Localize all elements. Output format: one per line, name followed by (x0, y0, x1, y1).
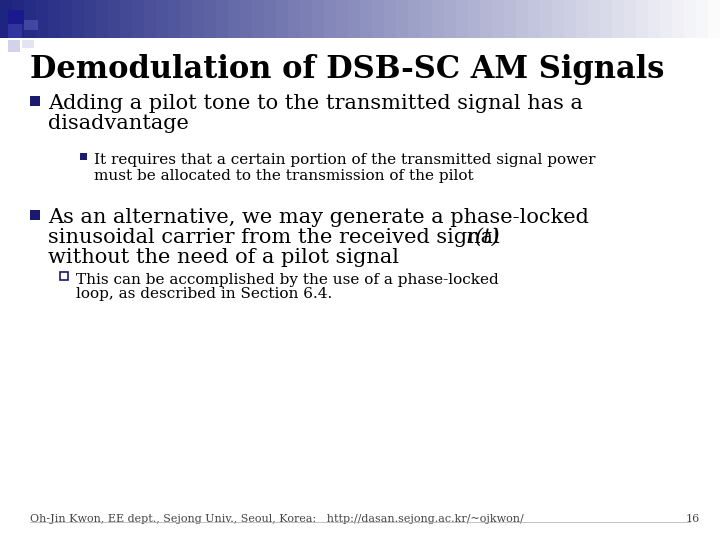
Bar (96, 0, 109, 38)
Bar (588, 0, 601, 38)
Bar (444, 0, 457, 38)
Text: This can be accomplished by the use of a phase-locked: This can be accomplished by the use of a… (76, 273, 499, 287)
Bar (324, 0, 337, 38)
Bar (276, 0, 289, 38)
Bar (312, 0, 325, 38)
Bar (396, 0, 409, 38)
Bar (192, 0, 205, 38)
Bar (528, 0, 541, 38)
Bar (708, 0, 720, 38)
Text: loop, as described in Section 6.4.: loop, as described in Section 6.4. (76, 287, 332, 301)
Bar (504, 0, 517, 38)
Bar (360, 0, 373, 38)
Bar (72, 0, 85, 38)
Bar (456, 0, 469, 38)
Bar (8, 10, 24, 24)
Bar (432, 0, 445, 38)
Bar (144, 0, 157, 38)
Bar (348, 0, 361, 38)
Bar (216, 0, 229, 38)
Bar (696, 0, 709, 38)
Bar (336, 0, 349, 38)
Bar (576, 0, 589, 38)
Bar (384, 0, 397, 38)
Bar (564, 0, 577, 38)
Bar (60, 272, 68, 280)
Text: sinusoidal carrier from the received signal: sinusoidal carrier from the received sig… (48, 228, 506, 247)
Bar (80, 153, 87, 160)
Bar (24, 0, 37, 38)
Text: As an alternative, we may generate a phase-locked: As an alternative, we may generate a pha… (48, 208, 589, 227)
Bar (168, 0, 181, 38)
Bar (30, 210, 40, 220)
Bar (684, 0, 697, 38)
Bar (240, 0, 253, 38)
Bar (8, 24, 22, 38)
Bar (540, 0, 553, 38)
Bar (468, 0, 481, 38)
Bar (264, 0, 277, 38)
Bar (288, 0, 301, 38)
Bar (120, 0, 133, 38)
Text: 16: 16 (685, 514, 700, 524)
Bar (108, 0, 121, 38)
Text: Demodulation of DSB-SC AM Signals: Demodulation of DSB-SC AM Signals (30, 54, 665, 85)
Bar (228, 0, 241, 38)
Bar (204, 0, 217, 38)
Bar (24, 20, 38, 30)
Bar (300, 0, 313, 38)
Bar (516, 0, 529, 38)
Bar (648, 0, 661, 38)
Bar (624, 0, 637, 38)
Bar (612, 0, 625, 38)
Bar (60, 0, 73, 38)
Bar (372, 0, 385, 38)
Text: disadvantage: disadvantage (48, 114, 189, 133)
Bar (84, 0, 97, 38)
Bar (480, 0, 493, 38)
Bar (36, 0, 49, 38)
Bar (600, 0, 613, 38)
Bar (156, 0, 169, 38)
Bar (636, 0, 649, 38)
Bar (672, 0, 685, 38)
Text: r(t): r(t) (466, 228, 500, 247)
Bar (420, 0, 433, 38)
Bar (22, 40, 34, 48)
Bar (252, 0, 265, 38)
Bar (0, 0, 13, 38)
Bar (408, 0, 421, 38)
Bar (552, 0, 565, 38)
Text: It requires that a certain portion of the transmitted signal power: It requires that a certain portion of th… (94, 153, 595, 167)
Bar (48, 0, 61, 38)
Text: Oh-Jin Kwon, EE dept., Sejong Univ., Seoul, Korea:   http://dasan.sejong.ac.kr/~: Oh-Jin Kwon, EE dept., Sejong Univ., Seo… (30, 514, 523, 524)
Text: Adding a pilot tone to the transmitted signal has a: Adding a pilot tone to the transmitted s… (48, 94, 583, 113)
Bar (660, 0, 673, 38)
Bar (8, 40, 20, 52)
Bar (30, 96, 40, 106)
Bar (180, 0, 193, 38)
Bar (132, 0, 145, 38)
Text: must be allocated to the transmission of the pilot: must be allocated to the transmission of… (94, 169, 474, 183)
Text: without the need of a pilot signal: without the need of a pilot signal (48, 248, 399, 267)
Bar (12, 0, 25, 38)
Bar (492, 0, 505, 38)
